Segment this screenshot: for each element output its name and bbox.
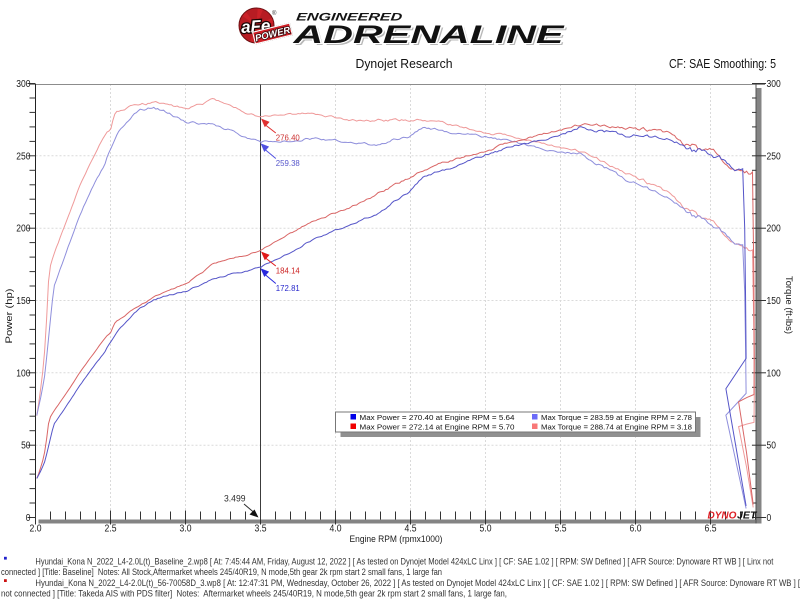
svg-text:200: 200 — [16, 224, 31, 235]
svg-text:Hyundai_Kona N_2022_L4-2.0L(t): Hyundai_Kona N_2022_L4-2.0L(t)_Baseline_… — [35, 556, 773, 566]
svg-text:150: 150 — [767, 296, 782, 307]
svg-text:276.40: 276.40 — [276, 132, 300, 142]
svg-text:Engine RPM (rpmx1000): Engine RPM (rpmx1000) — [350, 534, 443, 545]
svg-text:184.14: 184.14 — [276, 265, 300, 275]
svg-text:Max Torque = 283.59 at Engine: Max Torque = 283.59 at Engine RPM = 2.78 — [541, 413, 692, 422]
svg-text:®: ® — [272, 10, 277, 17]
svg-text:ADRENALINE: ADRENALINE — [292, 21, 566, 49]
svg-text:ADRENALINE: ADRENALINE — [294, 23, 568, 51]
svg-text:250: 250 — [16, 151, 31, 162]
svg-text:100: 100 — [16, 368, 31, 379]
svg-text:50: 50 — [21, 441, 31, 452]
svg-text:CF: SAE Smoothing: 5: CF: SAE Smoothing: 5 — [669, 56, 776, 71]
svg-text:2.0: 2.0 — [30, 524, 42, 535]
svg-text:6.5: 6.5 — [705, 524, 717, 535]
svg-text:4.5: 4.5 — [405, 524, 417, 535]
svg-text:5.5: 5.5 — [555, 524, 567, 535]
svg-text:Power (hp): Power (hp) — [4, 289, 15, 344]
svg-text:Torque (ft-lbs): Torque (ft-lbs) — [783, 276, 794, 334]
svg-text:JET: JET — [737, 511, 757, 522]
svg-text:3.0: 3.0 — [180, 524, 192, 535]
svg-text:ENGINEERED: ENGINEERED — [296, 12, 403, 24]
svg-text:4.0: 4.0 — [330, 524, 342, 535]
svg-text:Dynojet Research: Dynojet Research — [356, 56, 453, 71]
svg-text:Max Torque = 288.74 at Engine: Max Torque = 288.74 at Engine RPM = 3.18 — [541, 423, 692, 432]
svg-text:connected ] [Title: Baseline]: connected ] [Title: Baseline] Notes: All… — [1, 567, 442, 577]
svg-text:0: 0 — [767, 513, 772, 524]
svg-text:172.81: 172.81 — [276, 283, 300, 293]
svg-text:200: 200 — [767, 224, 782, 235]
svg-text:150: 150 — [16, 296, 31, 307]
svg-text:not connected ] [Title: Takeda: not connected ] [Title: Takeda AIS with … — [1, 589, 507, 599]
svg-text:5.0: 5.0 — [480, 524, 492, 535]
svg-text:6.0: 6.0 — [630, 524, 642, 535]
svg-text:3.5: 3.5 — [255, 524, 267, 535]
svg-text:250: 250 — [767, 151, 782, 162]
svg-text:DYNO: DYNO — [708, 511, 737, 522]
svg-text:300: 300 — [767, 79, 782, 90]
svg-text:Max Power = 272.14 at Engine R: Max Power = 272.14 at Engine RPM = 5.70 — [360, 423, 515, 432]
svg-text:Hyundai_Kona N_2022_L4-2.0L(t): Hyundai_Kona N_2022_L4-2.0L(t)_56-70058D… — [35, 578, 800, 588]
svg-text:2.5: 2.5 — [105, 524, 117, 535]
svg-text:300: 300 — [16, 79, 31, 90]
svg-text:0: 0 — [26, 513, 31, 524]
svg-text:259.38: 259.38 — [276, 158, 300, 168]
svg-text:100: 100 — [767, 368, 782, 379]
svg-text:50: 50 — [767, 441, 777, 452]
svg-text:Max Power = 270.40 at Engine R: Max Power = 270.40 at Engine RPM = 5.64 — [360, 413, 515, 422]
svg-text:3.499: 3.499 — [224, 494, 246, 505]
